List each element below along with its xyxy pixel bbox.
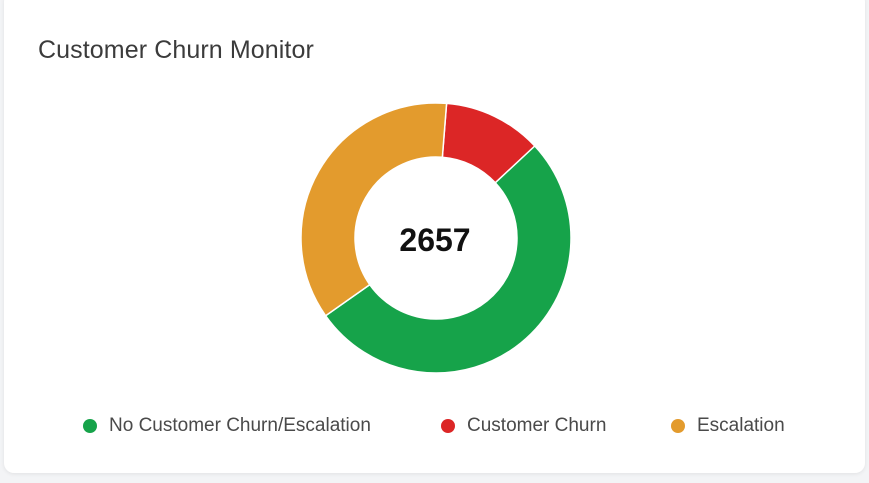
legend-item-customer-churn[interactable]: Customer Churn bbox=[441, 411, 606, 441]
legend-label-customer-churn: Customer Churn bbox=[467, 415, 607, 436]
donut-center-total: 2657 bbox=[399, 222, 470, 258]
card-title: Customer Churn Monitor bbox=[38, 36, 314, 64]
legend-swatch-escalation bbox=[671, 419, 685, 433]
legend-label-escalation: Escalation bbox=[697, 415, 785, 436]
legend-swatch-no-churn bbox=[83, 419, 97, 433]
donut-slice-no-churn[interactable] bbox=[324, 144, 572, 374]
legend-item-escalation[interactable]: Escalation bbox=[671, 411, 785, 441]
donut-chart: 2657 bbox=[300, 102, 572, 374]
legend-label-no-churn: No Customer Churn/Escalation bbox=[109, 415, 371, 436]
legend-swatch-customer-churn bbox=[441, 419, 455, 433]
chart-legend: No Customer Churn/Escalation Customer Ch… bbox=[4, 411, 865, 441]
donut-slice-escalation[interactable] bbox=[300, 102, 448, 317]
churn-monitor-card: Customer Churn Monitor 2657 No Customer … bbox=[4, 0, 865, 473]
legend-item-no-churn[interactable]: No Customer Churn/Escalation bbox=[83, 411, 371, 441]
